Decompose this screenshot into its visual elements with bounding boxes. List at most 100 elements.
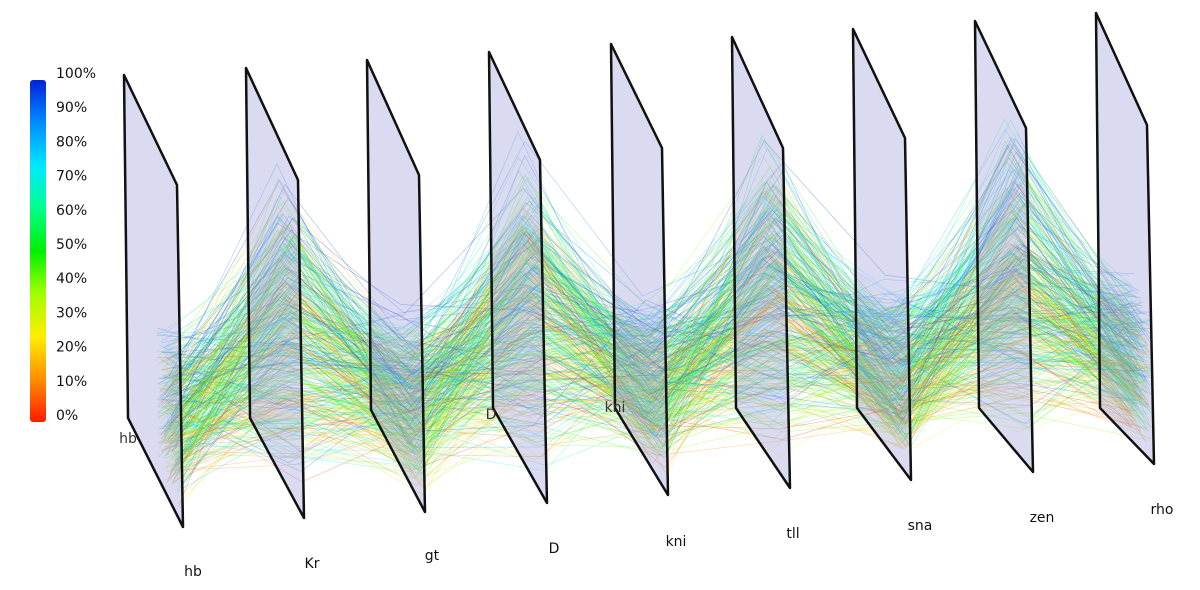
- polyline: [177, 243, 1132, 462]
- polyline: [175, 182, 1136, 471]
- polyline: [160, 243, 1132, 439]
- polyline: [164, 203, 1143, 460]
- axis-label: kni: [666, 534, 687, 550]
- polyline: [180, 273, 1153, 483]
- polyline: [181, 242, 1153, 463]
- axis-label: Kr: [305, 556, 320, 572]
- polyline: [158, 254, 1133, 415]
- polyline: [162, 319, 1146, 439]
- polyline: [179, 220, 1147, 432]
- polyline: [171, 254, 1141, 413]
- polyline: [170, 183, 1142, 422]
- polyline: [173, 240, 1134, 455]
- polyline: [172, 271, 1139, 434]
- polyline: [159, 225, 1133, 456]
- polyline: [172, 282, 1129, 421]
- polyline: [166, 184, 1138, 483]
- polyline: [168, 225, 1140, 426]
- polyline: [179, 209, 1151, 509]
- polyline: [170, 243, 1140, 472]
- polyline: [161, 217, 1145, 398]
- polyline: [164, 263, 1138, 463]
- polyline: [174, 195, 1136, 438]
- polyline: [170, 188, 1145, 472]
- polyline: [176, 247, 1131, 463]
- polyline: [168, 206, 1137, 437]
- polyline: [181, 251, 1141, 491]
- polyline: [165, 213, 1139, 454]
- polyline: [170, 181, 1141, 475]
- polyline: [180, 254, 1135, 463]
- polyline: [174, 283, 1129, 474]
- polyline: [174, 296, 1137, 407]
- polyline: [171, 210, 1140, 470]
- polyline: [156, 180, 1133, 373]
- polyline: [171, 216, 1134, 453]
- axis-label: sna: [908, 518, 933, 534]
- polyline: [166, 293, 1148, 438]
- polyline: [172, 319, 1138, 419]
- polyline: [174, 303, 1136, 440]
- polyline: [166, 235, 1147, 488]
- polyline: [178, 210, 1135, 465]
- polyline: [170, 128, 1133, 438]
- polyline: [174, 144, 1134, 402]
- polyline: [179, 271, 1137, 456]
- polyline: [157, 251, 1149, 433]
- polyline: [170, 326, 1138, 464]
- polyline: [169, 214, 1148, 482]
- polyline: [170, 216, 1133, 423]
- polyline: [173, 221, 1150, 454]
- polyline: [174, 228, 1142, 432]
- colorbar-tick-label: 60%: [56, 203, 87, 219]
- polyline: [162, 272, 1139, 445]
- polyline: [167, 252, 1149, 480]
- polyline: [159, 257, 1132, 436]
- polyline: [158, 192, 1137, 431]
- polyline: [165, 215, 1143, 399]
- polyline: [167, 289, 1135, 440]
- polyline: [173, 277, 1140, 431]
- polyline: [171, 215, 1150, 452]
- polyline: [175, 261, 1135, 462]
- polyline: [172, 174, 1138, 435]
- axis-label: rho: [1151, 502, 1174, 518]
- polyline: [174, 118, 1149, 449]
- polyline: [174, 267, 1134, 457]
- polyline: [180, 170, 1142, 430]
- polyline: [181, 207, 1131, 495]
- polyline: [178, 218, 1149, 474]
- polyline: [181, 162, 1141, 480]
- polyline: [160, 313, 1146, 448]
- polyline: [179, 271, 1139, 419]
- axis-plane: [244, 66, 306, 520]
- polyline: [171, 291, 1152, 496]
- polyline: [166, 285, 1135, 431]
- polyline: [176, 262, 1143, 475]
- polyline: [163, 317, 1152, 440]
- polyline: [164, 293, 1145, 432]
- polyline: [173, 187, 1130, 455]
- polyline: [168, 226, 1145, 443]
- polyline: [161, 193, 1152, 431]
- polyline: [162, 243, 1135, 438]
- axis-plane: [365, 58, 427, 514]
- polyline: [174, 214, 1146, 467]
- polyline: [162, 234, 1139, 430]
- polyline: [178, 254, 1131, 507]
- polyline: [177, 239, 1145, 439]
- polyline: [171, 189, 1138, 455]
- polyline: [166, 202, 1138, 418]
- polyline: [165, 284, 1150, 452]
- polyline: [167, 136, 1148, 425]
- polyline: [168, 250, 1149, 448]
- polyline: [179, 218, 1149, 426]
- polyline: [158, 244, 1138, 458]
- polyline: [179, 268, 1129, 475]
- polyline: [173, 251, 1141, 408]
- polyline: [160, 235, 1139, 471]
- polyline: [157, 224, 1146, 424]
- polyline: [179, 217, 1152, 431]
- axis-plane: [851, 27, 913, 482]
- polyline: [181, 296, 1129, 463]
